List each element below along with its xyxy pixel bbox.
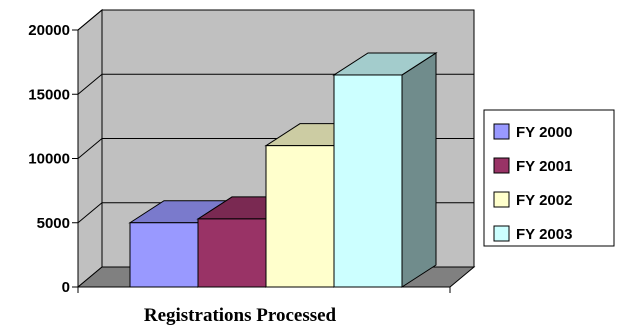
legend: FY 2000 FY 2001 FY 2002 FY 2003 (483, 109, 615, 247)
y-tick-label: 20000 (28, 22, 70, 39)
bar-front (197, 218, 267, 288)
bar-front (265, 145, 335, 288)
bar-front (129, 222, 199, 288)
legend-label: FY 2003 (516, 226, 572, 243)
bar-side (401, 52, 437, 288)
y-tick-label: 0 (62, 279, 70, 296)
y-tick-label: 15000 (28, 86, 70, 103)
legend-swatch (493, 157, 510, 174)
bars (128, 52, 438, 288)
bar-fy-2003 (332, 52, 438, 288)
y-axis-ticks: 0 5000 10000 15000 20000 (28, 22, 78, 296)
legend-label: FY 2002 (516, 192, 572, 209)
x-axis-label: Registrations Processed (144, 305, 337, 326)
legend-swatch (493, 123, 510, 140)
legend-swatch (493, 191, 510, 208)
gridline (77, 9, 474, 31)
y-tick-label: 5000 (37, 215, 70, 232)
y-tick-label: 10000 (28, 151, 70, 168)
legend-swatch (493, 225, 510, 242)
legend-label: FY 2000 (516, 124, 572, 141)
bar-front (333, 74, 403, 288)
legend-label: FY 2001 (516, 158, 572, 175)
